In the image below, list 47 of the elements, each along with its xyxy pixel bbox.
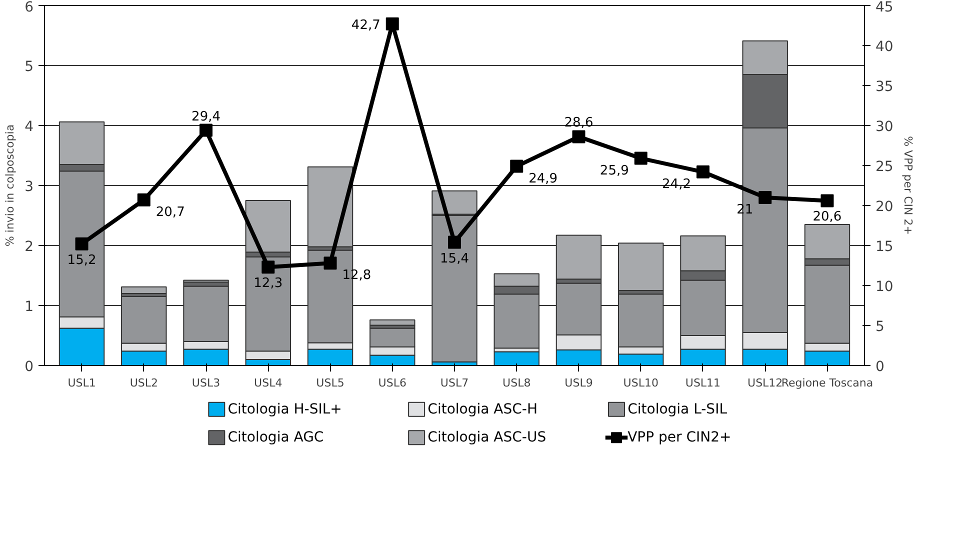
x-tick-label: USL4 <box>254 376 282 390</box>
x-tick-label: USL9 <box>564 376 593 390</box>
y2-tick-label: 30 <box>876 119 894 135</box>
y-tick-label: 1 <box>24 299 34 315</box>
y2-tick-label: 40 <box>876 39 894 55</box>
x-tick-label: USL10 <box>623 376 658 390</box>
data-label: 15,4 <box>440 251 469 266</box>
y-tick-label: 3 <box>24 179 34 195</box>
y-axis-title: % invio in colposcopia <box>4 124 17 247</box>
data-label: 29,4 <box>192 109 220 124</box>
legend-label: Citologia ASC-US <box>428 430 546 446</box>
x-tick-label: USL2 <box>130 376 158 390</box>
y2-tick-label: 20 <box>876 199 894 215</box>
legend-label: Citologia H-SIL+ <box>228 401 342 418</box>
y-tick-label: 5 <box>24 59 34 75</box>
data-label: 20,6 <box>812 210 842 225</box>
y2-axis-title: % VPP per CIN 2+ <box>901 136 914 235</box>
data-label: 20,7 <box>156 204 185 220</box>
y2-tick-label: 25 <box>876 159 894 175</box>
x-tick-label: USL7 <box>440 376 469 390</box>
y2-tick-label: 15 <box>876 239 894 255</box>
x-tick-label: USL3 <box>192 376 220 390</box>
y2-tick-label: 0 <box>876 359 884 375</box>
y-tick-label: 2 <box>24 239 34 255</box>
x-tick-label: USL11 <box>685 376 721 390</box>
y2-tick-label: 45 <box>876 0 894 16</box>
data-label: 24,9 <box>528 171 558 186</box>
y-tick-label: 6 <box>24 0 34 16</box>
y-tick-label: 0 <box>24 359 34 375</box>
data-label: 25,9 <box>600 163 629 178</box>
y-tick-label: 4 <box>24 119 34 135</box>
legend-label: Citologia L-SIL <box>628 401 728 418</box>
data-label: 15,2 <box>67 252 96 268</box>
data-label: 42,7 <box>351 18 380 33</box>
x-tick-label: USL5 <box>316 376 344 390</box>
legend-label: Citologia AGC <box>228 430 324 446</box>
data-label: 12,3 <box>254 276 283 292</box>
x-tick-label: Regione Toscana <box>781 376 874 390</box>
legend-label: VPP per CIN2+ <box>628 430 732 446</box>
x-tick-label: USL8 <box>502 376 531 390</box>
legend-label: Citologia ASC-H <box>428 401 538 418</box>
y2-tick-label: 5 <box>876 319 884 335</box>
y2-tick-label: 35 <box>876 79 894 95</box>
x-tick-label: USL12 <box>748 376 783 390</box>
y2-tick-label: 10 <box>876 279 894 295</box>
x-tick-label: USL6 <box>378 376 406 390</box>
x-tick-label: USL1 <box>68 376 96 390</box>
